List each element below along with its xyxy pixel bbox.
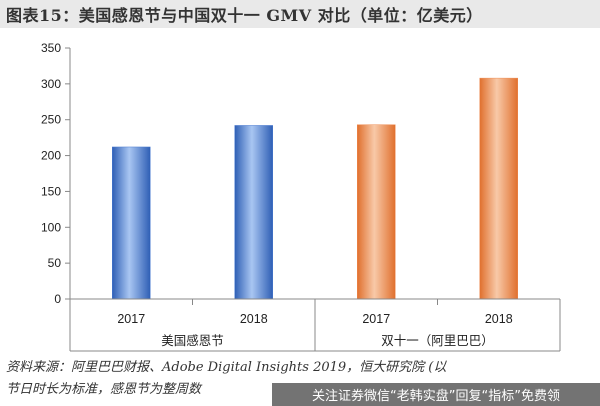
figure-title-bar: 图表15：美国感恩节与中国双十一 GMV 对比（单位：亿美元） (0, 0, 600, 28)
x-group-label: 美国感恩节 (161, 333, 224, 348)
y-axis: 0 50 100 150 200 250 300 350 (41, 41, 71, 306)
y-tick-label: 150 (41, 184, 61, 198)
bar-thanksgiving-2018 (234, 125, 273, 300)
source-line-1: 资料来源：阿里巴巴财报、Adobe Digital Insights 2019，… (6, 360, 447, 375)
y-tick-label: 300 (41, 77, 61, 91)
x-group-label: 双十一（阿里巴巴） (381, 334, 494, 348)
bar-double11-2017 (357, 124, 396, 300)
figure-title: 图表15：美国感恩节与中国双十一 GMV 对比（单位：亿美元） (6, 6, 483, 25)
x-tick-label: 2017 (362, 312, 390, 326)
bar-thanksgiving-2017 (112, 146, 151, 300)
y-tick-label: 100 (41, 220, 61, 234)
source-note: 资料来源：阿里巴巴财报、Adobe Digital Insights 2019，… (6, 357, 596, 401)
y-tick-label: 50 (48, 256, 62, 270)
source-line-2: 节日时长为标准，感恩节为整周数 (6, 382, 202, 397)
bar-double11-2018 (479, 77, 518, 300)
y-tick-label: 0 (54, 292, 61, 306)
y-tick-label: 350 (41, 41, 61, 55)
x-tick-label: 2018 (240, 312, 268, 326)
bars (112, 77, 518, 300)
x-tick-label: 2018 (485, 312, 513, 326)
x-tick-label: 2017 (117, 312, 145, 326)
watermark-banner: 关注证券微信“老韩实盘”回复“指标”免费领 (272, 383, 600, 406)
y-tick-label: 250 (41, 113, 61, 127)
y-tick-label: 200 (41, 149, 61, 163)
x-axis: 2017 2018 美国感恩节 2017 2018 双十一（阿里巴巴） (69, 298, 561, 352)
